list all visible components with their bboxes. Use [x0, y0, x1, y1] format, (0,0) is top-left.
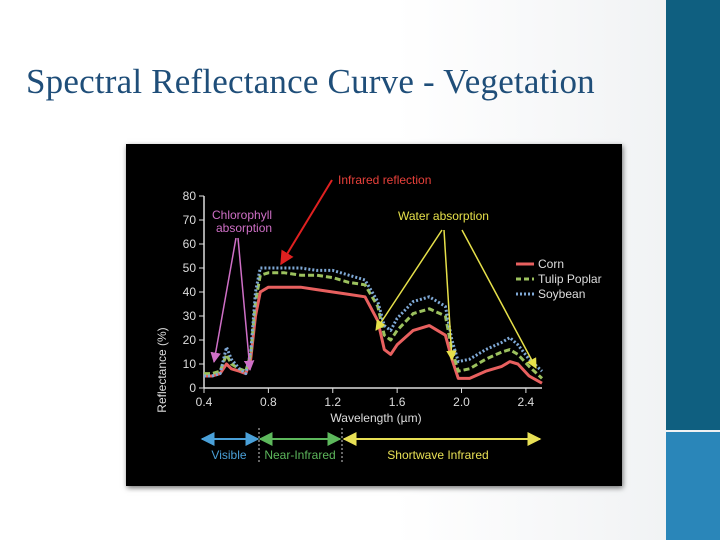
y-tick-label: 60 [183, 237, 197, 251]
y-tick-label: 50 [183, 261, 197, 275]
x-tick-label: 0.4 [196, 395, 213, 409]
region-label-near-infrared: Near-Infrared [264, 448, 335, 462]
slide-title: Spectral Reflectance Curve - Vegetation [26, 62, 595, 101]
y-axis-title: Reflectance (%) [155, 327, 169, 412]
legend-label-soybean: Soybean [538, 287, 585, 301]
region-label-shortwave: Shortwave Infrared [387, 448, 488, 462]
x-tick-label: 2.0 [453, 395, 470, 409]
infrared-reflection-label: Infrared reflection [338, 173, 431, 187]
side-accent-bar [666, 0, 720, 430]
series-line-tulip-poplar [204, 271, 544, 380]
y-tick-label: 30 [183, 309, 197, 323]
y-tick-label: 40 [183, 285, 197, 299]
chlorophyll-arrow-left [210, 237, 237, 364]
legend-label-corn: Corn [538, 257, 564, 271]
y-tick-label: 80 [183, 189, 197, 203]
series-line-soybean [204, 266, 544, 378]
legend: Corn Tulip Poplar Soybean [516, 257, 602, 301]
legend-label-tulip-poplar: Tulip Poplar [538, 272, 602, 286]
x-tick-label: 2.4 [518, 395, 535, 409]
water-arrow-1 [375, 229, 443, 331]
y-tick-label: 10 [183, 357, 197, 371]
x-tick-label: 0.8 [260, 395, 277, 409]
water-arrow-2 [443, 229, 457, 362]
y-tick-label: 0 [189, 381, 196, 395]
x-axis-title: Wavelength (µm) [330, 411, 421, 425]
water-absorption-label: Water absorption [398, 209, 489, 223]
side-accent-block [666, 432, 720, 540]
reflectance-chart: 0 10 20 30 40 50 60 70 80 0.4 0.8 1.2 1.6 2.0 2.4 Infr… [155, 173, 602, 464]
chlorophyll-arrow-right [237, 237, 255, 372]
spectral-regions: Visible Near-Infrared Shortwave Infrared [200, 428, 542, 464]
infrared-arrow [280, 179, 333, 266]
water-arrow-3 [461, 229, 537, 369]
y-tick-label: 70 [183, 213, 197, 227]
y-tick-label: 20 [183, 333, 197, 347]
x-tick-label: 1.6 [389, 395, 406, 409]
chlorophyll-label-line1: Chlorophyll [212, 208, 272, 222]
chlorophyll-label-line2: absorption [216, 221, 272, 235]
x-tick-label: 1.2 [324, 395, 341, 409]
region-label-visible: Visible [211, 448, 246, 462]
chart-figure: 0 10 20 30 40 50 60 70 80 0.4 0.8 1.2 1.6 2.0 2.4 Infr… [126, 144, 622, 486]
